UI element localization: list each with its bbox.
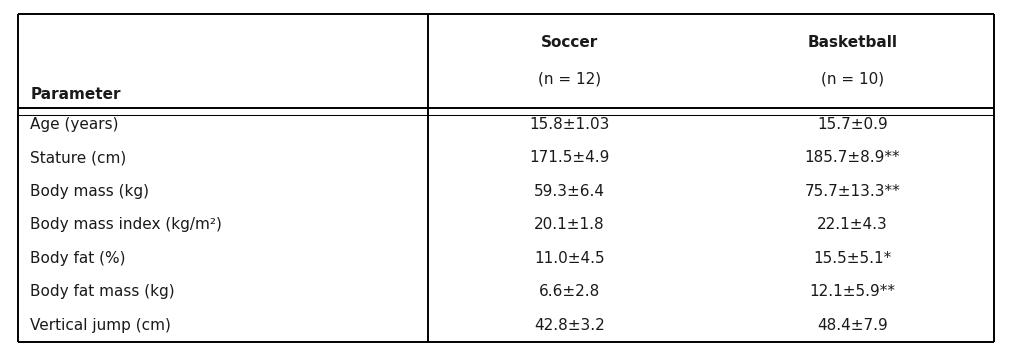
Text: Parameter: Parameter [30,87,120,102]
Text: 22.1±4.3: 22.1±4.3 [816,217,887,232]
Text: (n = 12): (n = 12) [537,72,601,87]
Text: 12.1±5.9**: 12.1±5.9** [809,284,895,299]
Text: 15.5±5.1*: 15.5±5.1* [813,251,891,266]
Text: Body mass index (kg/m²): Body mass index (kg/m²) [30,217,222,232]
Text: Body fat mass (kg): Body fat mass (kg) [30,284,175,299]
Text: 185.7±8.9**: 185.7±8.9** [804,150,899,165]
Text: Body mass (kg): Body mass (kg) [30,184,150,199]
Text: 15.8±1.03: 15.8±1.03 [529,117,609,132]
Text: Age (years): Age (years) [30,117,118,132]
Text: Soccer: Soccer [540,35,598,51]
Text: 6.6±2.8: 6.6±2.8 [538,284,600,299]
Text: 59.3±6.4: 59.3±6.4 [534,184,605,199]
Text: Body fat (%): Body fat (%) [30,251,125,266]
Text: (n = 10): (n = 10) [820,72,883,87]
Text: Stature (cm): Stature (cm) [30,150,126,165]
Text: 48.4±7.9: 48.4±7.9 [816,318,887,333]
Text: 15.7±0.9: 15.7±0.9 [816,117,887,132]
Text: 11.0±4.5: 11.0±4.5 [534,251,605,266]
Text: 171.5±4.9: 171.5±4.9 [529,150,609,165]
Text: Basketball: Basketball [807,35,897,51]
Text: Vertical jump (cm): Vertical jump (cm) [30,318,171,333]
Text: 42.8±3.2: 42.8±3.2 [534,318,605,333]
Text: 20.1±1.8: 20.1±1.8 [534,217,605,232]
Text: 75.7±13.3**: 75.7±13.3** [804,184,900,199]
